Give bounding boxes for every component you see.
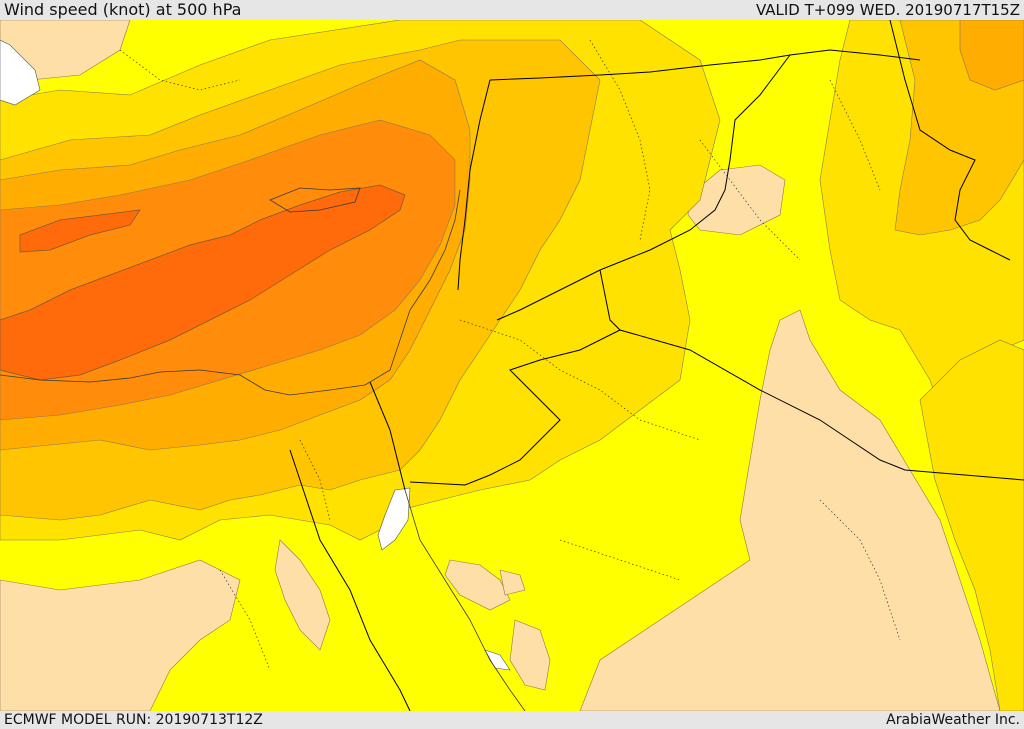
map-header: Wind speed (knot) at 500 hPa VALID T+099… xyxy=(0,0,1024,20)
model-run: ECMWF MODEL RUN: 20190713T12Z xyxy=(4,712,263,728)
wind-speed-map xyxy=(0,20,1024,711)
credit: ArabiaWeather Inc. xyxy=(886,712,1020,728)
coastlines xyxy=(0,187,526,711)
country-borders xyxy=(289,20,1024,711)
province-lines xyxy=(119,39,901,671)
map-footer: ECMWF MODEL RUN: 20190713T12Z ArabiaWeat… xyxy=(0,711,1024,729)
sea-gap xyxy=(0,39,511,671)
valid-time: VALID T+099 WED. 20190717T15Z xyxy=(755,1,1020,19)
map-title: Wind speed (knot) at 500 hPa xyxy=(4,0,242,19)
wind-band-highest xyxy=(0,184,406,381)
